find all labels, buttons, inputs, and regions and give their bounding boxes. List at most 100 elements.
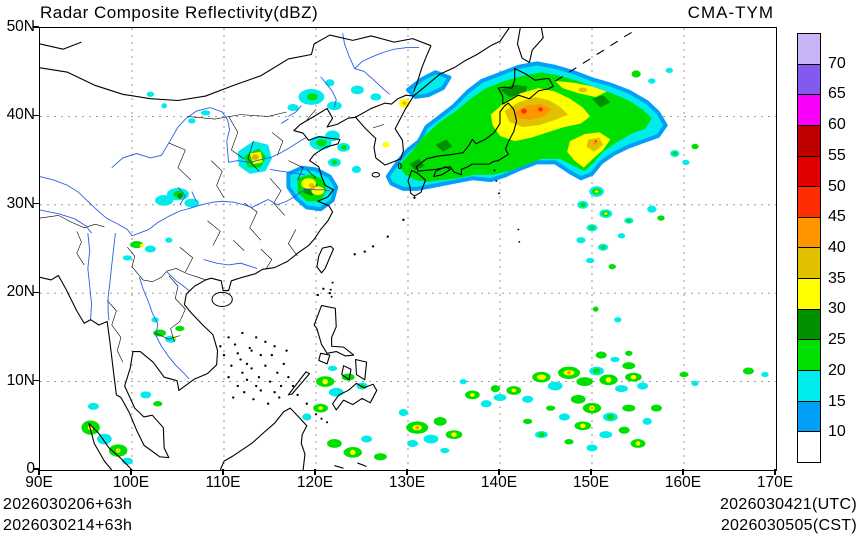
echo-cell bbox=[493, 393, 507, 402]
echo-cell bbox=[451, 432, 457, 437]
echo-cell bbox=[622, 404, 636, 412]
echo-cell bbox=[592, 368, 601, 374]
legend-label: 25 bbox=[828, 331, 846, 349]
init-time-utc: 2026030206+63h bbox=[3, 496, 133, 513]
echo-cell bbox=[665, 67, 673, 74]
echo-cell bbox=[361, 435, 373, 443]
echo-cell bbox=[407, 439, 419, 448]
echo-cell bbox=[617, 233, 626, 239]
echo-cell bbox=[523, 418, 533, 425]
echo-cell bbox=[625, 350, 633, 356]
echo-cell bbox=[576, 237, 586, 244]
echo-cell bbox=[302, 413, 312, 421]
echo-cell bbox=[606, 414, 615, 420]
echo-cell bbox=[761, 371, 769, 378]
echo-cell bbox=[97, 433, 112, 445]
echo-cell bbox=[586, 257, 595, 264]
echo-cell bbox=[547, 381, 563, 391]
reflectivity-echoes bbox=[81, 63, 769, 465]
echo-cell bbox=[648, 78, 656, 84]
echo-cell bbox=[350, 85, 364, 95]
echo-cell bbox=[165, 237, 173, 243]
echo-cell bbox=[139, 243, 145, 248]
echo-cell bbox=[306, 93, 318, 101]
echo-cell bbox=[322, 378, 328, 385]
y-axis-tick bbox=[33, 203, 39, 205]
coast-korea bbox=[356, 95, 414, 165]
legend-label: 40 bbox=[828, 239, 846, 256]
coastlines bbox=[40, 28, 632, 470]
echo-cell bbox=[311, 186, 325, 196]
init-time-cst: 2026030214+63h bbox=[3, 517, 133, 534]
x-axis-tick bbox=[406, 469, 408, 475]
x-axis-label: 100E bbox=[112, 474, 150, 491]
echo-cell bbox=[155, 195, 174, 206]
echo-cell bbox=[415, 425, 420, 430]
valid-time-cst: 2026030505(CST) bbox=[720, 517, 857, 534]
x-axis-tick bbox=[682, 469, 684, 475]
echo-cell bbox=[594, 140, 597, 143]
echo-cell bbox=[586, 444, 598, 452]
legend-swatch bbox=[798, 63, 820, 95]
province-country-borders bbox=[40, 109, 384, 362]
legend-swatch bbox=[798, 431, 820, 462]
echo-cell bbox=[642, 417, 652, 425]
legend-swatch bbox=[798, 94, 820, 125]
x-axis-tick bbox=[222, 469, 224, 475]
tsushima-island bbox=[398, 163, 401, 168]
echo-cell bbox=[184, 198, 200, 208]
echo-cell bbox=[459, 378, 467, 385]
legend-swatch bbox=[798, 34, 820, 64]
legend-swatch bbox=[798, 186, 820, 217]
y-axis-label: 30N bbox=[6, 194, 35, 212]
echo-cell bbox=[382, 142, 390, 148]
echo-cell bbox=[630, 374, 637, 380]
echo-cell bbox=[605, 377, 612, 383]
echo-cell bbox=[423, 434, 439, 444]
valid-time-utc: 2026030421(UTC) bbox=[719, 496, 857, 513]
echo-cell bbox=[564, 439, 574, 445]
rivers bbox=[40, 33, 419, 379]
x-axis-label: 110E bbox=[205, 474, 241, 491]
x-axis-label: 120E bbox=[296, 474, 334, 491]
echo-cell bbox=[522, 395, 534, 403]
echo-cell bbox=[490, 385, 500, 393]
y-axis-label: 10N bbox=[6, 371, 35, 389]
echo-cell bbox=[316, 139, 328, 147]
echo-cell bbox=[618, 426, 630, 434]
map-plot-area bbox=[39, 27, 777, 471]
x-axis-label: 150E bbox=[572, 474, 610, 491]
echo-cell bbox=[657, 215, 665, 221]
echo-cell bbox=[480, 400, 492, 408]
echo-cell bbox=[122, 255, 132, 261]
echo-cell bbox=[546, 405, 556, 411]
echo-cell bbox=[567, 370, 571, 375]
echo-cell bbox=[470, 393, 475, 397]
x-axis-tick bbox=[498, 469, 500, 475]
legend-swatch bbox=[798, 339, 820, 371]
echo-cell bbox=[682, 159, 690, 166]
x-axis-label: 170E bbox=[756, 474, 794, 491]
x-axis-tick bbox=[130, 469, 132, 475]
y-axis-tick bbox=[33, 468, 39, 470]
coast-china-sea bbox=[40, 108, 356, 457]
echo-cell bbox=[672, 151, 678, 156]
echo-cell bbox=[536, 374, 546, 380]
legend-swatch bbox=[798, 278, 820, 309]
echo-cell bbox=[615, 385, 628, 393]
y-axis-label: 40N bbox=[6, 106, 35, 124]
echo-cell bbox=[370, 93, 382, 101]
legend-swatch bbox=[798, 400, 820, 432]
echo-cell bbox=[327, 439, 342, 448]
echo-cell bbox=[146, 91, 155, 97]
echo-cell bbox=[521, 108, 527, 114]
echo-cell bbox=[570, 394, 586, 404]
echo-cell bbox=[594, 190, 599, 193]
legend-label: 50 bbox=[828, 177, 846, 195]
legend-label: 35 bbox=[828, 269, 846, 287]
echo-cell bbox=[130, 241, 144, 249]
echo-region bbox=[435, 139, 453, 152]
echo-cell bbox=[631, 70, 641, 78]
echo-cell bbox=[538, 107, 543, 112]
